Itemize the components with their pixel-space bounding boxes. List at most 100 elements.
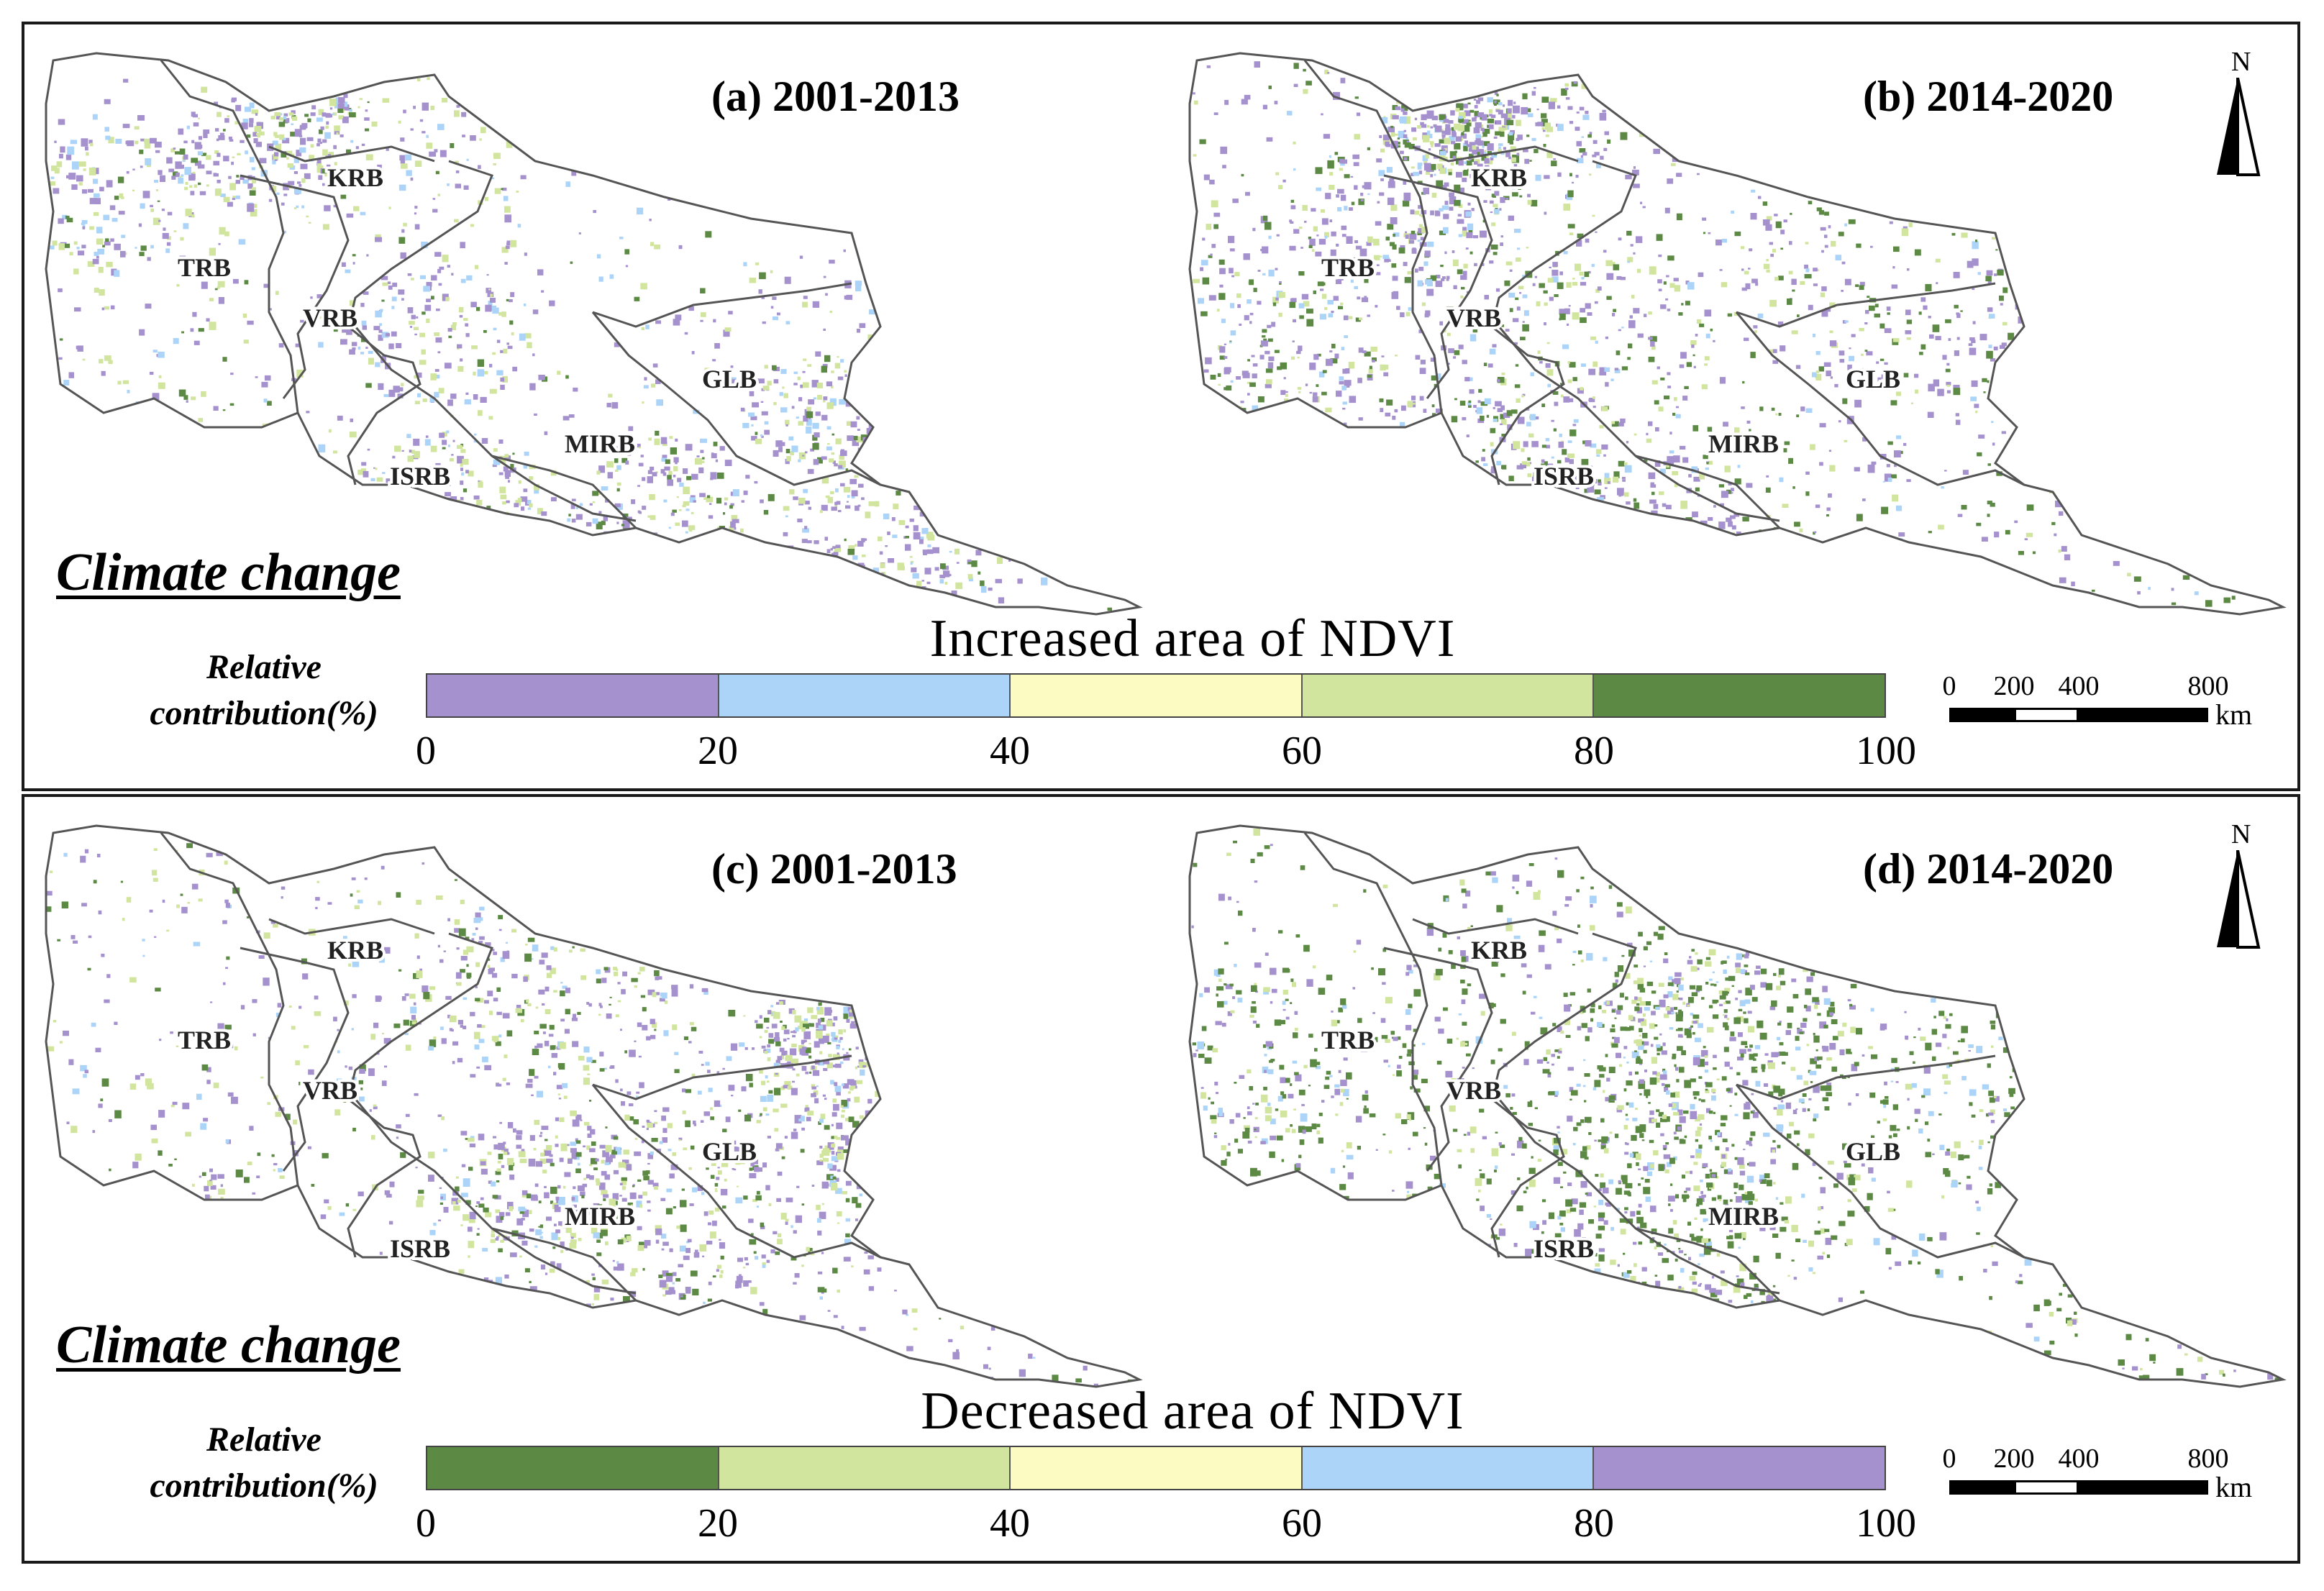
basin-label-vrb: VRB [1446,1076,1501,1105]
basin-boundary [1412,918,1579,935]
colorbar-segment-1 [719,1447,1011,1489]
basin-label-krb: KRB [1471,163,1527,192]
basin-label-mirb: MIRB [565,429,635,458]
relative-contribution-label-top: Relative contribution(%) [109,644,419,737]
basin-boundary [160,60,299,414]
scale-label: 400 [2058,671,2100,701]
legend-title-decrease: Decreased area of NDVI [921,1382,1464,1441]
basin-label-trb: TRB [1321,253,1375,282]
tick-label: 20 [698,1501,738,1546]
scale-label: 400 [2058,1444,2100,1474]
basin-label-vrb: VRB [303,1076,357,1105]
north-arrow-icon [2217,78,2261,176]
basin-boundary [591,1084,881,1259]
scale-label: 200 [1993,671,2035,701]
basin-label-isrb: ISRB [1534,462,1594,491]
increase-panel: KRB TRB VRB GLB MIRB ISRB (a) 2001-2013 KRB TR… [22,22,2300,791]
tick-label: 40 [990,729,1030,773]
basin-boundary [1735,311,2025,486]
scale-label: 800 [2187,1444,2229,1474]
contribution-raster [1193,61,2236,607]
basin-label-isrb: ISRB [1534,1234,1594,1263]
basin-label-vrb: VRB [303,304,357,332]
basin-boundary [1490,932,1637,1258]
colorbar-segment-2 [1011,675,1303,716]
basin-boundary [1303,832,1443,1186]
colorbar-segment-2 [1011,1447,1303,1489]
scale-segment [2014,708,2079,722]
contribution-raster [1191,829,2282,1384]
basin-label-krb: KRB [327,936,383,965]
basin-boundary [160,832,299,1186]
tick-label: 100 [1856,1501,1916,1546]
basin-label-krb: KRB [1471,936,1527,965]
rc-line1: Relative [206,648,322,686]
tick-label: 80 [1574,729,1614,773]
contribution-raster [50,77,1112,611]
basin-label-mirb: MIRB [1708,429,1779,458]
basin-boundary [1736,282,1996,328]
basin-boundary [1735,1084,2025,1259]
colorbar-segment-4 [1594,1447,1885,1489]
scale-unit: km [2215,1471,2253,1503]
basin-label-trb: TRB [1321,1026,1375,1054]
basin-outline [1188,52,2287,616]
basin-boundary [1303,60,1443,414]
scale-label: 0 [1942,1444,1956,1474]
colorbar-segment-3 [1302,675,1595,716]
basin-boundary [354,1098,637,1295]
land-area [46,53,1139,614]
basin-label-glb: GLB [702,1137,757,1166]
scale-label: 200 [1993,1444,2035,1474]
relative-contribution-label-bottom: Relative contribution(%) [109,1417,419,1509]
decrease-panel: KRB TRB VRB GLB MIRB ISRB (c) 2001-2013 KRB TR… [22,794,2300,1564]
basin-label-vrb: VRB [1446,304,1501,332]
tick-label: 20 [698,729,738,773]
basin-boundary [268,918,435,935]
scale-segment [2014,1480,2079,1495]
contribution-raster [46,843,1134,1387]
scale-segment [2079,1480,2208,1495]
basin-boundary [347,160,493,485]
tick-label: 60 [1282,1501,1322,1546]
basin-boundary [240,947,350,1172]
tick-label: 0 [416,729,436,773]
basin-boundary [491,1227,637,1302]
scale-segment [1949,1480,2014,1495]
scale-label: 800 [2187,671,2229,701]
colorbar-segment-0 [427,675,719,716]
scale-label: 0 [1942,671,1956,701]
basin-label-isrb: ISRB [390,1234,450,1263]
panel-title-c: (c) 2001-2013 [711,845,957,893]
colorbar-segment-0 [427,1447,719,1489]
tick-label: 100 [1856,729,1916,773]
colorbar-segment-1 [719,675,1011,716]
basin-label-mirb: MIRB [565,1202,635,1231]
basin-boundary [1736,1054,1996,1100]
basin-boundary [354,326,637,522]
basin-boundary [1412,145,1579,163]
land-area [1190,826,2283,1387]
tick-label: 80 [1574,1501,1614,1546]
basin-label-trb: TRB [178,1026,231,1054]
basin-boundary [347,932,493,1258]
map-b: KRB TRB VRB GLB MIRB ISRB [1188,52,2287,616]
basin-boundary [1498,1098,1780,1295]
north-label: N [2231,47,2251,77]
tick-label: 60 [1282,729,1322,773]
basin-boundary [268,145,435,163]
colorbar-segment-4 [1594,675,1885,716]
basin-label-glb: GLB [1846,365,1900,393]
basin-label-mirb: MIRB [1708,1202,1779,1231]
tick-label: 40 [990,1501,1030,1546]
basin-boundary [491,455,637,529]
rc-line2: contribution(%) [150,694,378,732]
basin-boundary [592,282,852,328]
basin-boundary [1383,947,1493,1172]
basin-outline [1188,824,2287,1388]
tick-label: 0 [416,1501,436,1546]
basin-boundary [1498,326,1780,522]
panel-title-a: (a) 2001-2013 [711,73,960,120]
legend-title-increase: Increased area of NDVI [929,609,1456,668]
colorbar-increase [426,673,1886,718]
